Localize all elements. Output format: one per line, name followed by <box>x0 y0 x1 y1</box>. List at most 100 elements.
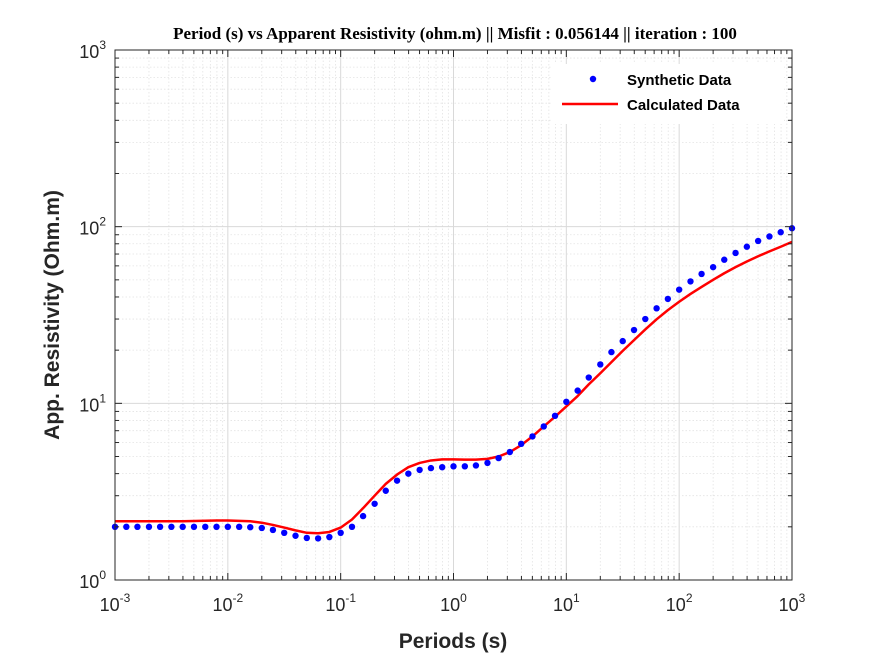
synthetic-data-point <box>123 523 130 531</box>
y-tick-label-exponent: 3 <box>99 38 106 52</box>
synthetic-data-point <box>777 229 784 236</box>
y-tick-label: 103 <box>79 38 106 62</box>
x-tick-label-exponent: 3 <box>799 591 806 605</box>
x-tick-label-exponent: -2 <box>233 591 244 605</box>
y-tick-label-base: 10 <box>79 219 99 239</box>
x-tick-label-exponent: 2 <box>686 591 693 605</box>
x-tick-label-base: 10 <box>666 595 686 615</box>
synthetic-data-point <box>281 529 288 536</box>
synthetic-data-point <box>405 470 412 477</box>
synthetic-data-point <box>721 256 728 263</box>
legend-marker-synthetic <box>589 75 597 83</box>
x-tick-label-exponent: 1 <box>573 591 580 605</box>
synthetic-data-point <box>766 233 773 240</box>
x-axis-label: Periods (s) <box>399 630 508 653</box>
synthetic-data-point <box>484 459 491 467</box>
synthetic-data-point <box>439 464 446 471</box>
x-tick-label-base: 10 <box>440 595 460 615</box>
synthetic-data-point <box>326 533 333 541</box>
synthetic-data-point <box>619 337 626 345</box>
synthetic-data-point <box>235 523 243 531</box>
y-tick-label-exponent: 0 <box>99 568 106 582</box>
synthetic-data-point <box>450 463 457 470</box>
y-tick-label-exponent: 1 <box>99 391 106 405</box>
synthetic-data-point <box>642 315 649 323</box>
x-tick-label: 102 <box>666 591 693 615</box>
synthetic-data-point <box>213 523 220 531</box>
synthetic-data-point <box>754 237 762 245</box>
x-tick-label-exponent: -1 <box>345 591 356 605</box>
synthetic-data-point <box>156 523 164 531</box>
synthetic-data-point <box>687 278 694 285</box>
ticks <box>114 49 793 581</box>
synthetic-data-point <box>551 412 559 419</box>
synthetic-data-point <box>517 440 525 448</box>
synthetic-data-point <box>608 348 615 356</box>
x-tick-label-base: 10 <box>212 595 232 615</box>
synthetic-data-point <box>348 523 356 531</box>
synthetic-data-point <box>698 270 705 278</box>
y-tick-label-base: 10 <box>79 395 99 415</box>
chart-title: Period (s) vs Apparent Resistivity (ohm.… <box>173 24 737 43</box>
synthetic-data-point <box>303 534 310 542</box>
synthetic-data-point <box>630 326 638 334</box>
synthetic-data-point <box>529 433 536 440</box>
x-tick-label-base: 10 <box>779 595 799 615</box>
synthetic-data-point <box>314 535 322 542</box>
legend-label-synthetic: Synthetic Data <box>627 72 732 89</box>
synthetic-data-point <box>382 487 389 494</box>
synthetic-data-point <box>134 523 141 531</box>
synthetic-data-point <box>574 387 581 394</box>
legend-box <box>552 64 784 124</box>
synthetic-data-point <box>371 500 378 507</box>
x-tick-label: 100 <box>440 591 467 615</box>
synthetic-data-point <box>168 523 175 531</box>
synthetic-data-point <box>506 448 514 456</box>
synthetic-data-point <box>540 423 547 430</box>
legend[interactable]: Synthetic Data Calculated Data <box>552 64 784 124</box>
synthetic-data-point <box>732 249 739 257</box>
synthetic-data-point <box>416 466 423 474</box>
synthetic-data-point <box>709 263 717 271</box>
series-layer <box>111 225 796 542</box>
y-tick-label-exponent: 2 <box>99 215 106 229</box>
synthetic-data-point <box>597 361 604 368</box>
synthetic-data-point <box>224 523 232 531</box>
synthetic-data-point <box>393 477 401 484</box>
synthetic-data-point <box>743 243 751 250</box>
synthetic-data-point <box>359 512 367 520</box>
x-tick-label-base: 10 <box>100 595 120 615</box>
synthetic-data-point <box>145 523 153 531</box>
synthetic-data-point <box>202 523 209 531</box>
y-tick-label: 101 <box>79 391 106 415</box>
synthetic-data-point <box>190 523 198 531</box>
synthetic-data-point <box>563 398 570 406</box>
synthetic-data-point <box>258 524 265 532</box>
synthetic-data-point <box>292 532 299 539</box>
synthetic-data-point <box>472 462 480 469</box>
x-tick-label: 10-2 <box>212 591 243 615</box>
x-tick-label: 101 <box>553 591 580 615</box>
y-tick-label-base: 10 <box>79 42 99 62</box>
x-tick-label: 103 <box>779 591 806 615</box>
synthetic-data-point <box>495 454 502 462</box>
synthetic-data-point <box>675 286 683 293</box>
synthetic-data-point <box>247 524 254 531</box>
x-tick-label-base: 10 <box>553 595 573 615</box>
y-tick-label: 102 <box>79 215 106 239</box>
synthetic-data-point <box>269 526 277 534</box>
synthetic-data-point <box>337 529 344 536</box>
synthetic-data-point <box>427 464 435 472</box>
x-tick-label-exponent: -3 <box>120 591 131 605</box>
legend-label-calculated: Calculated Data <box>627 97 740 114</box>
x-tick-label-exponent: 0 <box>460 591 467 605</box>
x-tick-label-base: 10 <box>325 595 345 615</box>
y-tick-label: 100 <box>79 568 106 592</box>
grid <box>114 49 793 581</box>
synthetic-data-point <box>179 523 186 531</box>
x-tick-label: 10-1 <box>325 591 356 615</box>
y-tick-label-base: 10 <box>79 572 99 592</box>
synthetic-data-point <box>461 463 469 470</box>
